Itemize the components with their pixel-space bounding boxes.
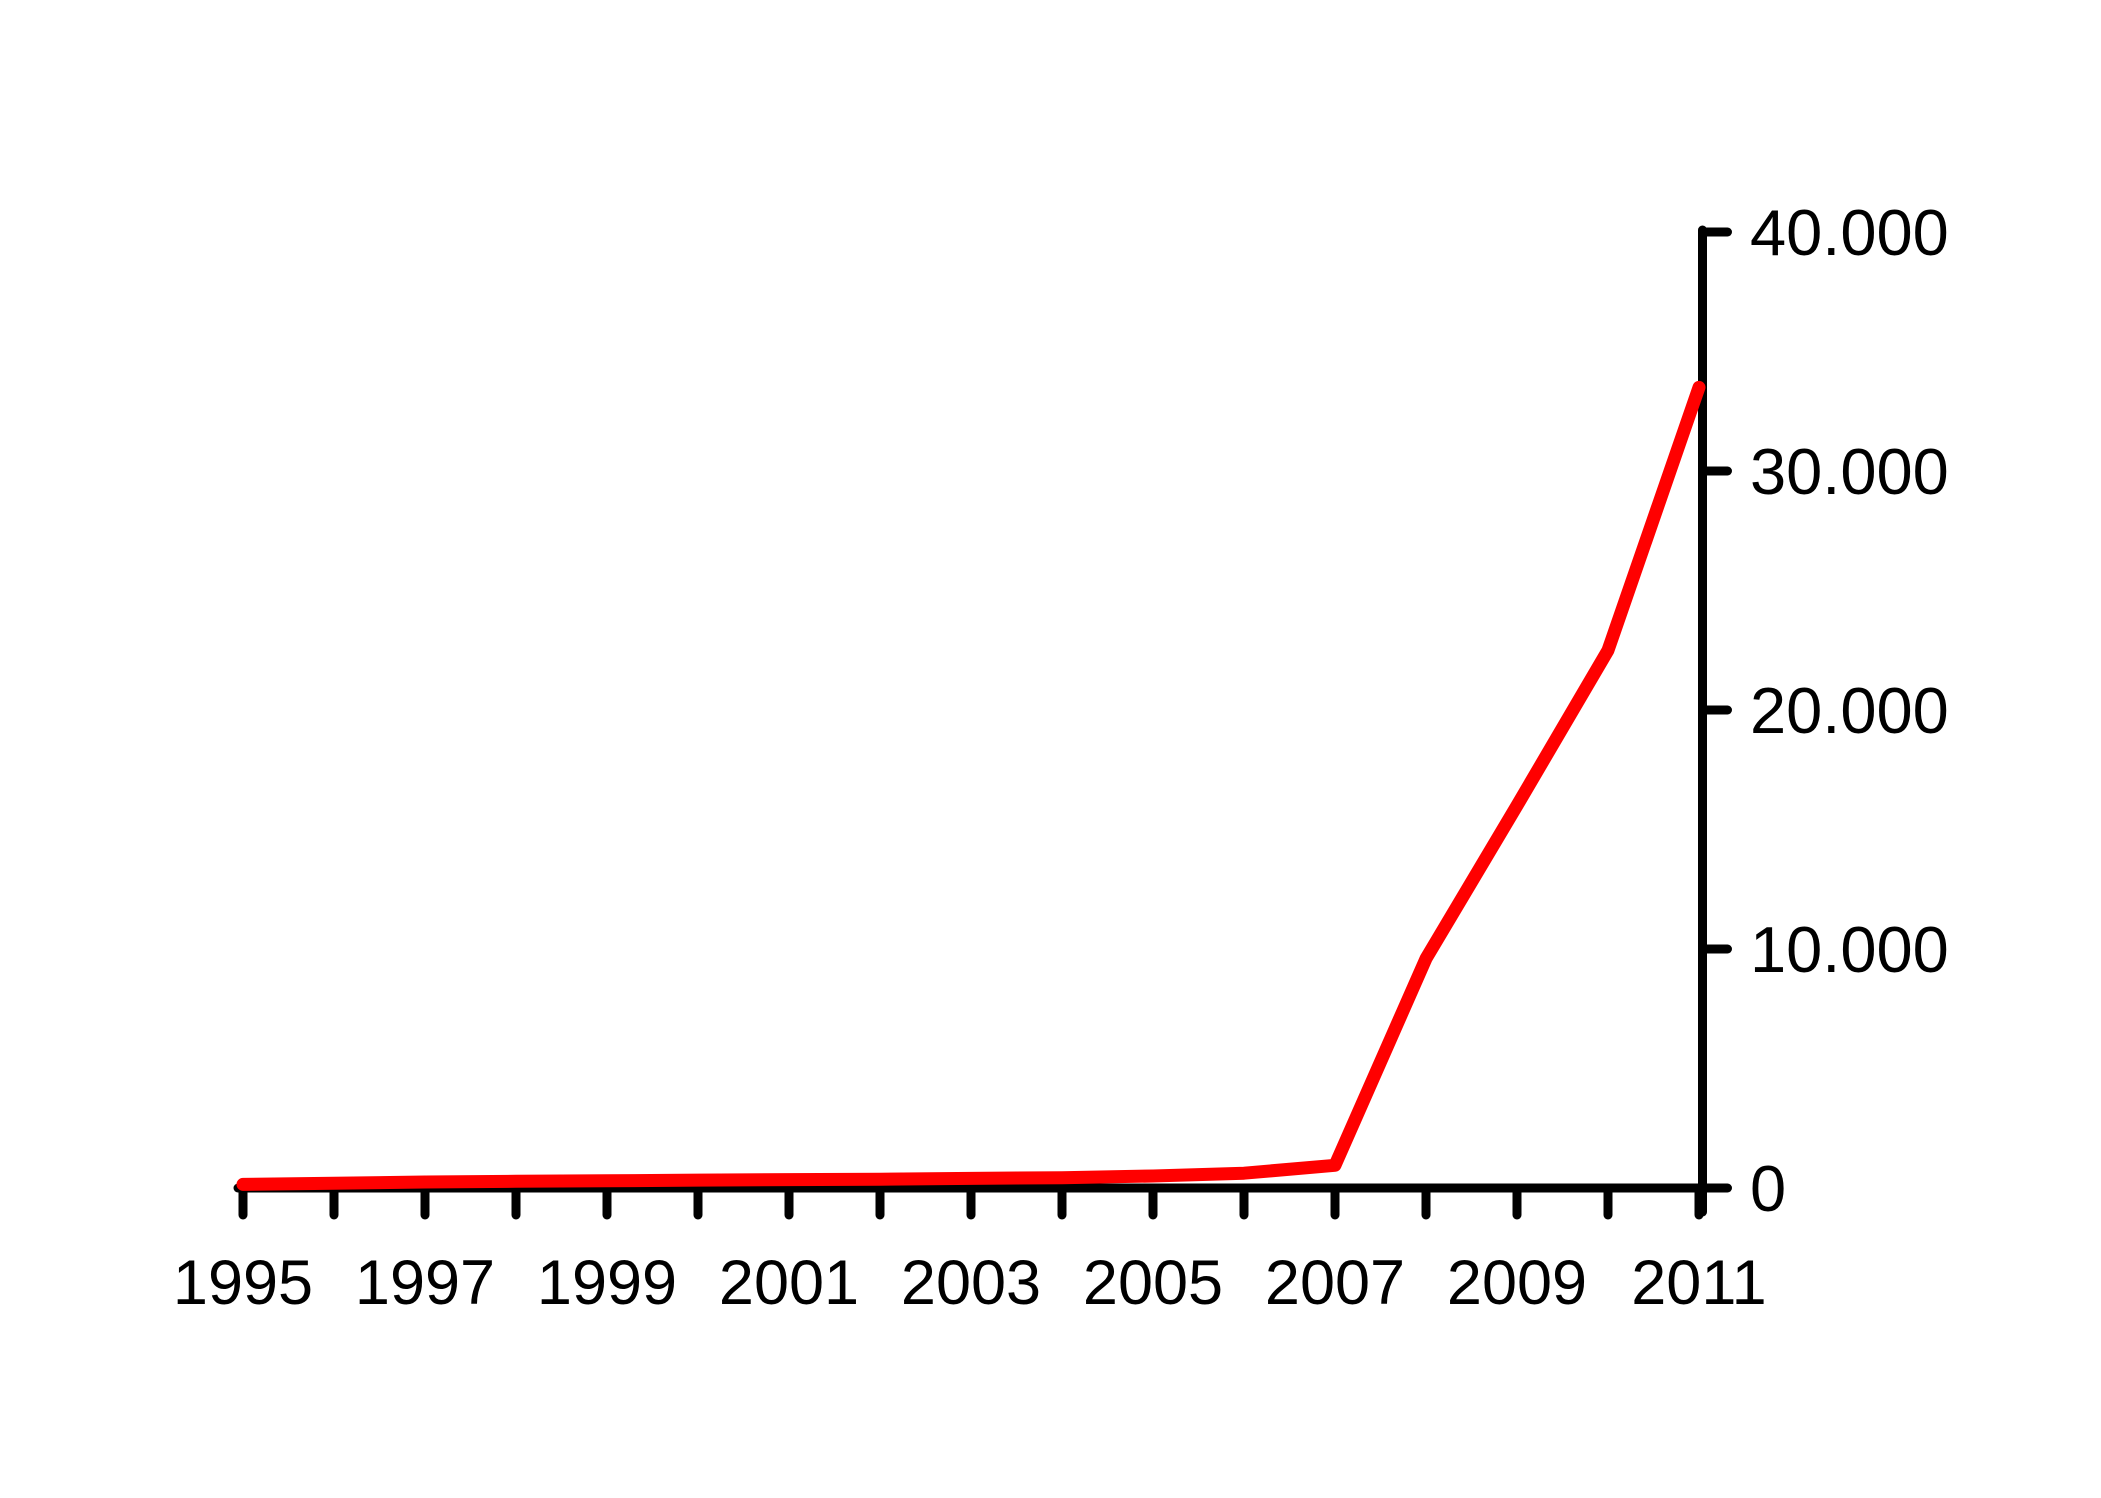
y-tick-label-10000: 10.000 <box>1750 913 1949 986</box>
y-tick-label-0: 0 <box>1750 1152 1786 1225</box>
x-tick-label-1997: 1997 <box>355 1248 495 1318</box>
x-tick-label-2003: 2003 <box>901 1248 1041 1318</box>
x-tick-label-2009: 2009 <box>1447 1248 1587 1318</box>
data-line-series-1 <box>236 380 1706 1191</box>
x-tick-label-1999: 1999 <box>537 1248 677 1318</box>
x-tick-label-1995: 1995 <box>173 1248 313 1318</box>
x-tick-label-2005: 2005 <box>1083 1248 1223 1318</box>
y-tick-label-30000: 30.000 <box>1750 435 1949 508</box>
axes-group <box>233 225 1727 1217</box>
tick-group <box>238 227 1732 1220</box>
x-tick-label-2011: 2011 <box>1631 1248 1766 1318</box>
series-group <box>236 380 1706 1191</box>
y-tick-label-20000: 20.000 <box>1750 674 1949 747</box>
x-tick-label-2001: 2001 <box>719 1248 859 1318</box>
y-tick-label-40000: 40.000 <box>1750 196 1949 269</box>
x-tick-label-2007: 2007 <box>1265 1248 1405 1318</box>
label-group: 1995 1997 1999 2001 2003 2005 2007 2009 2011 0 10.… <box>173 196 1949 1318</box>
